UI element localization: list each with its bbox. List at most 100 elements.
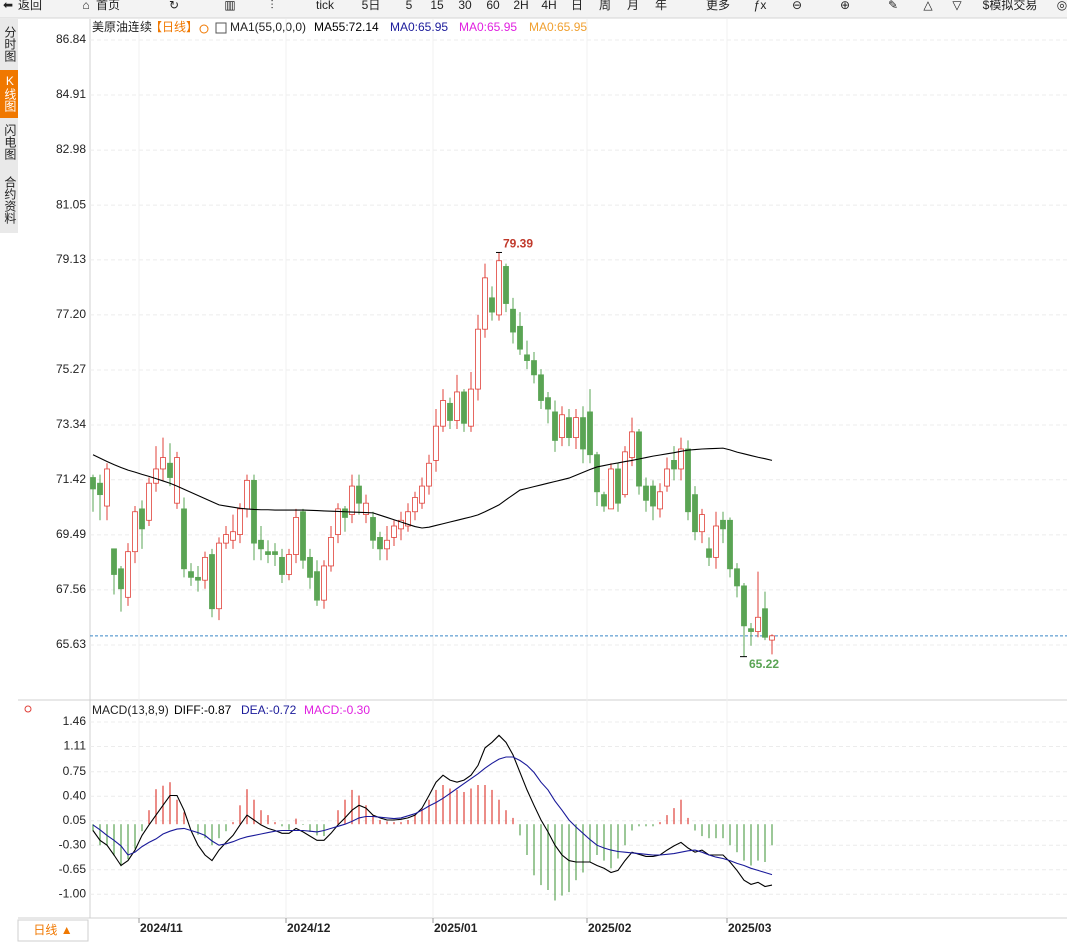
y-tick-label: 75.27 <box>56 362 86 376</box>
toolbar-button[interactable]: 返回 <box>18 0 42 12</box>
low-label: 65.22 <box>749 657 779 671</box>
toolbar-button[interactable]: 60 <box>486 0 500 12</box>
y-tick-label: 67.56 <box>56 582 86 596</box>
y-tick-label: 84.91 <box>56 87 86 101</box>
candle-body <box>370 517 376 541</box>
x-tick-label: 2025/02 <box>588 921 632 935</box>
candle-body <box>188 571 194 578</box>
toolbar-button[interactable]: 5 <box>406 0 413 12</box>
y-tick-label: 86.84 <box>56 32 86 46</box>
legend-entry: DIFF:-0.87 <box>174 703 232 717</box>
candle-body <box>538 374 544 401</box>
toolbar-button[interactable]: 年 <box>655 0 667 12</box>
sidebar-tab[interactable]: 闪电图 <box>3 124 17 160</box>
candle-body <box>118 568 124 590</box>
toolbar-button[interactable]: 4H <box>541 0 556 12</box>
candle-body <box>342 508 348 518</box>
toolbar-icon[interactable]: △ <box>923 0 933 12</box>
candle-body <box>209 554 215 610</box>
macd-title: MACD(13,8,9) <box>92 703 169 717</box>
period-button-bg <box>17 919 89 942</box>
candle-body <box>181 508 187 570</box>
toolbar-icon[interactable]: ⊖ <box>792 0 802 12</box>
candle-body <box>650 485 656 507</box>
candle-body <box>363 502 369 515</box>
candle-body <box>566 417 572 438</box>
candle-body <box>300 511 306 561</box>
toolbar-icon[interactable]: ƒx <box>754 0 767 12</box>
candle-body <box>496 260 502 316</box>
toolbar-icon[interactable]: ↻ <box>169 0 179 12</box>
candle-body <box>461 391 467 424</box>
toolbar-icon[interactable]: ⊕ <box>840 0 850 12</box>
y-tick-label: 0.75 <box>63 764 87 778</box>
candle-body <box>223 534 229 544</box>
candle-body <box>615 468 621 504</box>
candle-body <box>580 417 586 450</box>
candle-body <box>706 548 712 558</box>
candle-body <box>328 537 334 567</box>
toolbar-icon[interactable]: ⫶ <box>270 0 273 12</box>
candle-body <box>517 325 523 350</box>
toolbar-button[interactable]: 首页 <box>96 0 120 12</box>
sidebar-tab[interactable]: K线图 <box>3 74 17 112</box>
toolbar-button[interactable]: tick <box>316 0 335 12</box>
toolbar-icon[interactable]: ⌂ <box>82 0 89 12</box>
candle-body <box>104 468 110 507</box>
candle-body <box>699 514 705 533</box>
legend-entry: MA0:65.95 <box>459 20 517 34</box>
toolbar-icon[interactable]: ✎ <box>888 0 898 12</box>
candle-body <box>482 277 488 330</box>
active-tab-bg <box>0 70 18 118</box>
y-tick-label: 0.40 <box>63 788 87 802</box>
candle-body <box>475 328 481 390</box>
toolbar-button[interactable]: 日 <box>571 0 583 12</box>
candle-body <box>671 460 677 470</box>
y-tick-label: 0.05 <box>63 813 87 827</box>
candle-body <box>272 551 278 555</box>
candle-body <box>237 508 243 535</box>
toolbar-button[interactable]: $模拟交易 <box>983 0 1038 12</box>
toolbar-icon[interactable]: ▥ <box>224 0 235 12</box>
candle-body <box>153 468 159 484</box>
toolbar-button[interactable]: 周 <box>599 0 611 12</box>
period-button[interactable]: 日线 ▲ <box>33 923 72 937</box>
candle-body <box>622 451 628 496</box>
candle-body <box>468 388 474 427</box>
candle-body <box>384 539 390 550</box>
candle-body <box>433 425 439 461</box>
candle-body <box>391 525 397 538</box>
x-tick-label: 2024/11 <box>140 921 183 935</box>
settings-icon[interactable] <box>199 24 209 34</box>
candle-body <box>167 462 173 478</box>
candle-body <box>748 628 754 632</box>
candle-body <box>524 354 530 361</box>
candle-body <box>734 568 740 587</box>
toolbar-button[interactable]: 月 <box>627 0 639 12</box>
candle-body <box>608 468 614 510</box>
candle-body <box>160 457 166 470</box>
candle-body <box>314 571 320 601</box>
legend-entry: MACD:-0.30 <box>304 703 370 717</box>
toolbar-button[interactable]: 5日 <box>362 0 381 12</box>
sidebar-tab[interactable]: 合约资料 <box>3 175 17 224</box>
toolbar-button[interactable]: 更多 <box>706 0 730 12</box>
candle-body <box>447 402 453 421</box>
candle-body <box>230 531 236 541</box>
toolbar-button[interactable]: 30 <box>458 0 472 12</box>
candle-body <box>244 479 250 510</box>
candle-body <box>692 494 698 533</box>
toolbar-button[interactable]: 15 <box>430 0 444 12</box>
toolbar-icon[interactable]: ▽ <box>952 0 962 12</box>
candle-body <box>713 525 719 558</box>
candle-body <box>195 576 201 581</box>
candle-body <box>139 508 145 530</box>
sidebar-tab[interactable]: 分时图 <box>3 26 17 62</box>
toolbar-button[interactable]: 2H <box>513 0 528 12</box>
y-tick-label: 73.34 <box>56 417 86 431</box>
toolbar-icon[interactable]: ◎ <box>1057 0 1067 12</box>
toolbar-icon[interactable]: ⬅ <box>3 0 13 12</box>
candle-body <box>279 556 285 575</box>
candle-body <box>286 554 292 575</box>
